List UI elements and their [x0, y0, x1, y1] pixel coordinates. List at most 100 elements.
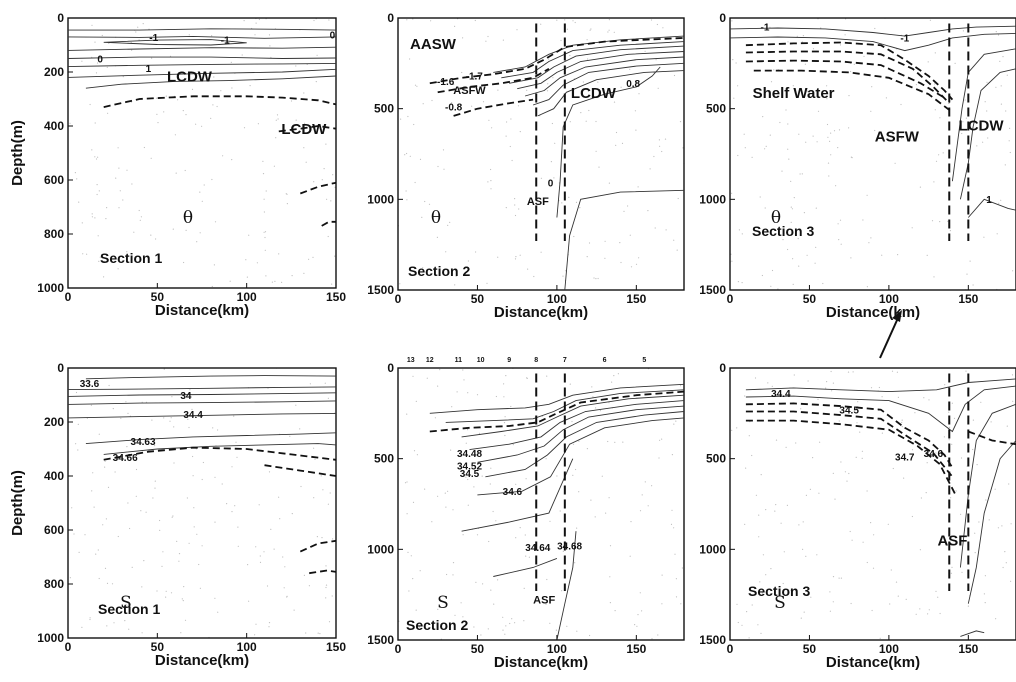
- stipple-dot: [258, 18, 260, 21]
- stipple-dot: [545, 548, 547, 550]
- stipple-dot: [578, 491, 580, 493]
- stipple-dot: [135, 31, 137, 33]
- stipple-dot: [592, 396, 594, 398]
- stipple-dot: [848, 127, 850, 129]
- stipple-dot: [825, 387, 827, 389]
- stipple-dot: [108, 384, 110, 387]
- stipple-dot: [104, 466, 106, 468]
- stipple-dot: [510, 405, 512, 408]
- stipple-dot: [406, 19, 408, 21]
- stipple-dot: [765, 509, 767, 511]
- stipple-dot: [562, 550, 564, 553]
- stipple-dot: [330, 200, 332, 202]
- station-label: 12: [426, 357, 434, 364]
- stipple-dot: [141, 632, 143, 634]
- stipple-dot: [588, 242, 591, 244]
- stipple-dot: [803, 611, 805, 613]
- stipple-dot: [171, 396, 173, 398]
- stipple-dot: [960, 513, 962, 515]
- stipple-dot: [787, 248, 789, 251]
- stipple-dot: [456, 391, 458, 393]
- stipple-dot: [961, 571, 963, 573]
- stipple-dot: [972, 284, 974, 286]
- dashed-contour: [745, 410, 954, 478]
- stipple-dot: [463, 379, 465, 381]
- stipple-dot: [211, 285, 213, 288]
- stipple-dot: [805, 141, 807, 143]
- stipple-dot: [81, 222, 83, 224]
- stipple-dot: [737, 154, 739, 157]
- stipple-dot: [313, 181, 315, 183]
- stipple-dot: [677, 197, 679, 200]
- stipple-dot: [421, 216, 423, 218]
- stipple-dot: [183, 261, 185, 264]
- stipple-dot: [655, 59, 657, 61]
- stipple-dot: [923, 397, 925, 399]
- stipple-dot: [73, 533, 75, 535]
- dashed-contour: [745, 402, 954, 469]
- stipple-dot: [526, 89, 528, 91]
- stipple-dot: [866, 286, 869, 288]
- stipple-dot: [676, 249, 678, 251]
- stipple-dot: [412, 375, 414, 377]
- stipple-dot: [327, 503, 329, 505]
- stipple-dot: [951, 566, 953, 569]
- contour-line: [469, 400, 685, 451]
- stipple-dot: [264, 249, 266, 251]
- y-axis-label: Depth(m): [9, 470, 26, 536]
- contour-line: [967, 440, 1016, 604]
- stipple-dot: [462, 616, 464, 618]
- stipple-dot: [514, 258, 517, 260]
- stipple-dot: [406, 481, 408, 483]
- stipple-dot: [670, 523, 673, 526]
- dashed-contour: [453, 98, 534, 117]
- stipple-dot: [741, 233, 743, 235]
- stipple-dot: [576, 630, 578, 632]
- stipple-dot: [737, 621, 739, 624]
- stipple-dot: [95, 158, 98, 160]
- stipple-dot: [140, 510, 142, 512]
- panel-3: 0 50 100 150050010001500Distance(km)-1-11Sh…: [699, 11, 1016, 321]
- stipple-dot: [599, 410, 602, 412]
- stipple-dot: [769, 134, 771, 136]
- stipple-dot: [94, 122, 96, 124]
- stipple-dot: [505, 625, 507, 627]
- stipple-dot: [661, 438, 663, 440]
- stipple-dot: [990, 421, 992, 423]
- stipple-dot: [482, 101, 485, 103]
- stipple-dot: [731, 192, 733, 194]
- stipple-dot: [546, 375, 548, 377]
- stipple-dot: [1009, 151, 1011, 154]
- stipple-dot: [258, 504, 260, 506]
- stipple-dot: [620, 86, 622, 88]
- stipple-dot: [790, 180, 792, 182]
- stipple-dot: [611, 381, 613, 383]
- stipple-dot: [617, 373, 620, 375]
- stipple-dot: [418, 626, 420, 628]
- stipple-dot: [575, 468, 577, 471]
- stipple-dot: [595, 278, 597, 280]
- stipple-dot: [812, 457, 814, 459]
- stipple-dot: [523, 620, 525, 622]
- y-tick-label: 500: [374, 452, 394, 466]
- x-tick-label: 50: [151, 290, 165, 304]
- stipple-dot: [658, 457, 660, 459]
- stipple-dot: [972, 419, 975, 421]
- stipple-dot: [849, 530, 851, 533]
- stipple-dot: [868, 242, 870, 244]
- stipple-dot: [551, 122, 554, 125]
- stipple-dot: [451, 102, 453, 104]
- stipple-dot: [487, 35, 489, 38]
- stipple-dot: [797, 238, 799, 240]
- stipple-dot: [105, 518, 107, 520]
- stipple-dot: [278, 253, 280, 255]
- stipple-dot: [590, 499, 592, 501]
- stipple-dot: [173, 462, 175, 464]
- stipple-dot: [580, 112, 582, 114]
- panel-1: 0 50 100 15002004006008001000Distance(km)De…: [9, 11, 346, 319]
- contour-line: [68, 28, 337, 31]
- stipple-dot: [943, 436, 946, 438]
- stipple-dot: [199, 232, 201, 234]
- stipple-dot: [424, 200, 426, 203]
